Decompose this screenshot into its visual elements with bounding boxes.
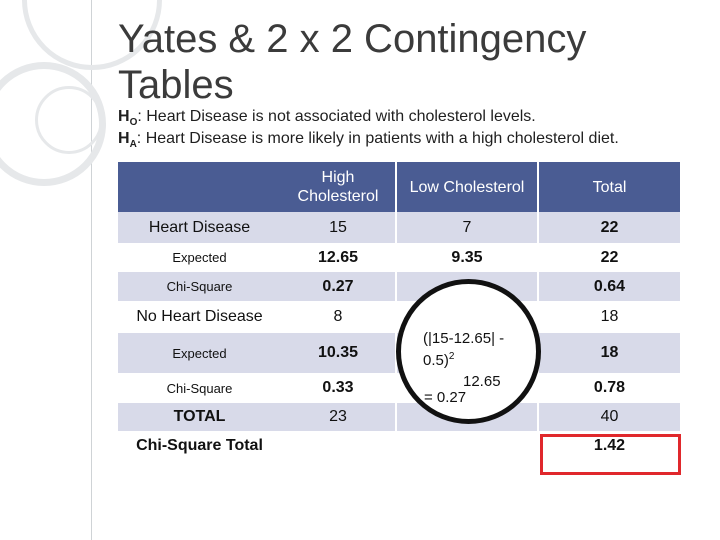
ha-label: HA bbox=[118, 130, 137, 151]
row-label-chi-square-total: Chi-Square Total bbox=[118, 431, 281, 460]
cell-exp2-high: 10.35 bbox=[281, 333, 395, 373]
cell-exp1-high: 12.65 bbox=[281, 243, 395, 272]
cell-total-high: 23 bbox=[281, 403, 395, 431]
header-blank bbox=[118, 162, 281, 212]
cell-cs1-total: 0.64 bbox=[539, 272, 680, 301]
cell-exp1-total: 22 bbox=[539, 243, 680, 272]
cell-cs1-high: 0.27 bbox=[281, 272, 395, 301]
row-label-heart-disease: Heart Disease bbox=[118, 212, 281, 243]
row-label-no-heart-disease: No Heart Disease bbox=[118, 301, 281, 333]
h0-label: HO bbox=[118, 108, 138, 129]
callout-formula-denominator: 12.65 bbox=[463, 373, 501, 390]
row-label-total: TOTAL bbox=[118, 403, 281, 431]
table-row: Heart Disease 15 7 22 bbox=[118, 212, 680, 243]
slide-title: Yates & 2 x 2 Contingency Tables bbox=[118, 17, 587, 107]
cell-exp1-low: 9.35 bbox=[397, 243, 537, 272]
cell-cst-low bbox=[397, 431, 537, 460]
cell-nhd-high: 8 bbox=[281, 301, 395, 333]
header-low-cholesterol: Low Cholesterol bbox=[397, 162, 537, 212]
left-accent-rule bbox=[91, 0, 92, 540]
cell-cs2-high: 0.33 bbox=[281, 373, 395, 403]
callout-formula-line2: 0.5)2 bbox=[423, 351, 455, 369]
cell-hd-total: 22 bbox=[539, 212, 680, 243]
decorative-swirl-small bbox=[35, 86, 103, 154]
table-row: TOTAL 23 40 bbox=[118, 403, 680, 431]
callout-formula-line1: (|15-12.65| - bbox=[423, 330, 505, 347]
cell-exp2-total: 18 bbox=[539, 333, 680, 373]
table-row: Chi-Square 0.33 0.78 bbox=[118, 373, 680, 403]
row-label-chi-square-2: Chi-Square bbox=[118, 373, 281, 403]
callout-formula-result: = 0.27 bbox=[424, 389, 467, 406]
ha-text: : Heart Disease is more likely in patien… bbox=[136, 130, 619, 147]
alternative-hypothesis: HA: Heart Disease is more likely in pati… bbox=[118, 130, 619, 150]
highlight-box bbox=[540, 434, 681, 475]
callout-circle bbox=[396, 279, 541, 424]
row-label-chi-square-1: Chi-Square bbox=[118, 272, 281, 301]
table-row: Expected 12.65 9.35 22 bbox=[118, 243, 680, 272]
row-label-expected-1: Expected bbox=[118, 243, 281, 272]
cell-hd-low: 7 bbox=[397, 212, 537, 243]
cell-nhd-total: 18 bbox=[539, 301, 680, 333]
cell-cst-high bbox=[281, 431, 395, 460]
h0-text: : Heart Disease is not associated with c… bbox=[137, 108, 536, 125]
table-row: Chi-Square 0.27 0.64 bbox=[118, 272, 680, 301]
cell-cs2-total: 0.78 bbox=[539, 373, 680, 403]
header-total: Total bbox=[539, 162, 680, 212]
row-label-expected-2: Expected bbox=[118, 333, 281, 373]
table-header-row: High Cholesterol Low Cholesterol Total bbox=[118, 162, 680, 212]
null-hypothesis: HO: Heart Disease is not associated with… bbox=[118, 108, 536, 128]
cell-hd-high: 15 bbox=[281, 212, 395, 243]
contingency-table: High Cholesterol Low Cholesterol Total H… bbox=[118, 162, 680, 460]
header-high-cholesterol: High Cholesterol bbox=[281, 162, 395, 212]
cell-total-total: 40 bbox=[539, 403, 680, 431]
